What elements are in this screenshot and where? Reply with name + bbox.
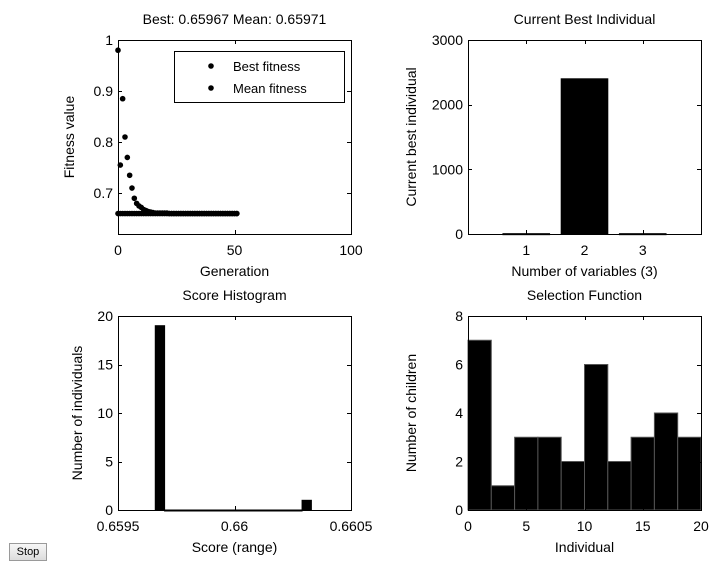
chart-1 <box>115 40 352 235</box>
x-tick-label: 2 <box>581 242 589 258</box>
histogram-bar <box>154 325 166 511</box>
histogram-bar <box>560 461 586 511</box>
histogram-bar <box>607 461 632 511</box>
x-tick-label: 10 <box>577 518 593 534</box>
y-tick-label: 2000 <box>432 97 463 113</box>
y-tick-label: 8 <box>455 308 463 324</box>
y-tick-label: 0 <box>455 502 463 518</box>
y-axis-label: Current best individual <box>403 67 419 206</box>
x-tick-label: 5 <box>522 518 530 534</box>
x-axis-label: Number of variables (3) <box>511 263 657 279</box>
mean-fitness-point <box>234 210 240 217</box>
x-tick-label: 0.6605 <box>330 518 373 534</box>
histogram-bar <box>653 412 679 511</box>
histogram-bar <box>301 499 312 511</box>
x-tick-label: 15 <box>635 518 651 534</box>
y-tick-label: 5 <box>105 454 113 470</box>
y-axis-label: Fitness value <box>61 96 77 179</box>
y-tick-label: 10 <box>97 405 113 421</box>
chart-title: Score Histogram <box>182 287 286 303</box>
legend-box <box>174 51 345 103</box>
y-tick-label: 3000 <box>432 32 463 48</box>
y-axis-label: Number of children <box>403 354 419 472</box>
chart-title: Best: 0.65967 Mean: 0.65971 <box>143 11 327 27</box>
x-tick-label: 0.66 <box>221 518 248 534</box>
chart-2 <box>468 40 702 236</box>
y-tick-label: 2 <box>455 454 463 470</box>
legend-marker <box>208 85 214 91</box>
legend-marker <box>208 63 214 69</box>
chart-3 <box>118 316 352 512</box>
y-tick-label: 0.7 <box>94 185 114 201</box>
legend-label: Mean fitness <box>233 81 307 96</box>
x-axis-label: Individual <box>555 539 614 555</box>
chart-title: Current Best Individual <box>514 11 656 27</box>
x-tick-label: 3 <box>639 242 647 258</box>
y-tick-label: 6 <box>455 357 463 373</box>
histogram-bar <box>537 436 562 511</box>
mean-fitness-point <box>126 172 133 179</box>
y-tick-label: 0 <box>455 226 463 242</box>
histogram-bar <box>584 364 609 511</box>
y-tick-label: 0.8 <box>94 134 114 150</box>
mean-fitness-point <box>129 185 135 191</box>
histogram-bar <box>677 436 702 511</box>
histogram-bar <box>630 436 655 511</box>
x-tick-label: 0 <box>464 518 472 534</box>
y-tick-label: 4 <box>455 405 463 421</box>
y-tick-label: 0 <box>105 502 113 518</box>
mean-fitness-point <box>119 95 126 102</box>
x-tick-label: 1 <box>522 242 530 258</box>
mean-fitness-point <box>124 154 131 161</box>
legend-label: Best fitness <box>233 59 301 74</box>
y-axis-label: Number of individuals <box>69 346 85 481</box>
y-tick-label: 1 <box>105 32 113 48</box>
x-axis-label: Score (range) <box>192 539 278 555</box>
x-tick-label: 0.6595 <box>97 518 140 534</box>
y-tick-label: 20 <box>97 308 113 324</box>
y-tick-label: 1000 <box>432 161 463 177</box>
x-tick-label: 0 <box>114 242 122 258</box>
x-axis-label: Generation <box>200 263 269 279</box>
chart-4 <box>467 316 702 511</box>
bar <box>560 78 609 235</box>
x-tick-label: 20 <box>693 518 709 534</box>
stop-button[interactable]: Stop <box>9 543 47 561</box>
histogram-bar <box>490 485 516 511</box>
chart-title: Selection Function <box>527 287 642 303</box>
x-tick-label: 100 <box>339 242 363 258</box>
y-tick-label: 15 <box>97 357 113 373</box>
mean-fitness-point <box>122 134 128 140</box>
y-tick-label: 0.9 <box>94 83 114 99</box>
plot-area <box>118 316 351 510</box>
x-tick-label: 50 <box>227 242 243 258</box>
mean-fitness-point <box>131 195 138 202</box>
histogram-bar <box>514 436 539 511</box>
